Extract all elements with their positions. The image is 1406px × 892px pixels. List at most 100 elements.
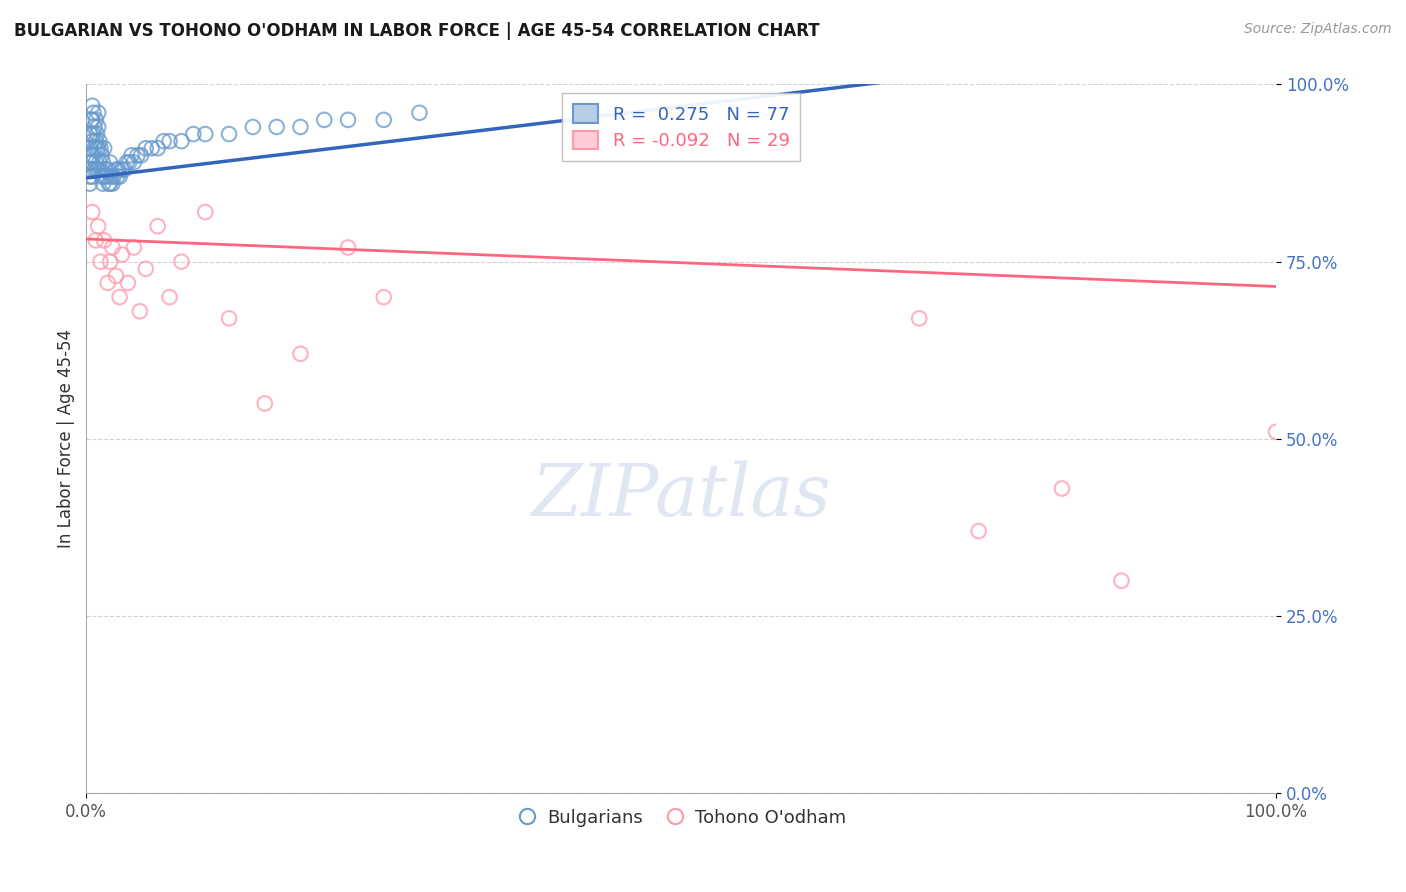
Point	[122, 155, 145, 169]
Point	[86, 162, 108, 177]
Point	[84, 234, 107, 248]
Point	[111, 162, 134, 177]
Point	[141, 141, 163, 155]
Point	[1265, 425, 1288, 439]
Point	[118, 155, 141, 169]
Text: ZIPatlas: ZIPatlas	[531, 460, 831, 531]
Point	[89, 155, 111, 169]
Point	[107, 162, 129, 177]
Point	[82, 169, 104, 184]
Point	[86, 127, 108, 141]
Point	[242, 120, 264, 134]
Point	[83, 141, 105, 155]
Point	[90, 148, 112, 162]
Point	[129, 148, 152, 162]
Point	[108, 169, 131, 184]
Point	[122, 240, 145, 254]
Point	[1050, 482, 1073, 496]
Point	[103, 169, 125, 184]
Point	[91, 155, 114, 169]
Point	[115, 155, 138, 169]
Point	[408, 105, 430, 120]
Point	[90, 169, 112, 184]
Point	[290, 347, 312, 361]
Point	[86, 141, 108, 155]
Point	[98, 254, 121, 268]
Point	[87, 105, 110, 120]
Point	[87, 219, 110, 234]
Point	[314, 112, 336, 127]
Point	[82, 105, 104, 120]
Point	[337, 240, 360, 254]
Point	[80, 112, 103, 127]
Point	[218, 311, 240, 326]
Point	[111, 247, 134, 261]
Point	[80, 148, 103, 162]
Point	[112, 162, 135, 177]
Point	[84, 134, 107, 148]
Point	[194, 127, 217, 141]
Point	[98, 155, 121, 169]
Point	[101, 240, 124, 254]
Point	[135, 261, 157, 276]
Point	[94, 162, 117, 177]
Point	[908, 311, 931, 326]
Point	[80, 127, 103, 141]
Point	[79, 155, 101, 169]
Point	[93, 234, 115, 248]
Point	[83, 120, 105, 134]
Point	[82, 205, 104, 219]
Point	[84, 112, 107, 127]
Point	[89, 134, 111, 148]
Point	[135, 141, 157, 155]
Point	[146, 141, 169, 155]
Legend: Bulgarians, Tohono O'odham: Bulgarians, Tohono O'odham	[509, 802, 853, 834]
Text: Source: ZipAtlas.com: Source: ZipAtlas.com	[1244, 22, 1392, 37]
Point	[79, 169, 101, 184]
Point	[82, 148, 104, 162]
Point	[967, 524, 990, 538]
Point	[146, 219, 169, 234]
Point	[1111, 574, 1133, 588]
Point	[159, 134, 181, 148]
Point	[127, 148, 149, 162]
Point	[253, 396, 276, 410]
Point	[121, 148, 143, 162]
Point	[87, 120, 110, 134]
Point	[84, 155, 107, 169]
Point	[82, 127, 104, 141]
Point	[337, 112, 360, 127]
Point	[79, 141, 101, 155]
Point	[218, 127, 240, 141]
Point	[80, 162, 103, 177]
Point	[170, 134, 193, 148]
Point	[159, 290, 181, 304]
Point	[170, 254, 193, 268]
Point	[290, 120, 312, 134]
Point	[97, 177, 120, 191]
Point	[194, 205, 217, 219]
Point	[87, 141, 110, 155]
Point	[117, 276, 139, 290]
Point	[373, 290, 395, 304]
Point	[83, 162, 105, 177]
Point	[97, 276, 120, 290]
Point	[93, 141, 115, 155]
Point	[82, 155, 104, 169]
Point	[79, 127, 101, 141]
Point	[79, 177, 101, 191]
Point	[87, 162, 110, 177]
Point	[96, 169, 118, 184]
Point	[101, 177, 124, 191]
Point	[90, 141, 112, 155]
Text: BULGARIAN VS TOHONO O'ODHAM IN LABOR FORCE | AGE 45-54 CORRELATION CHART: BULGARIAN VS TOHONO O'ODHAM IN LABOR FOR…	[14, 22, 820, 40]
Point	[108, 290, 131, 304]
Point	[100, 169, 122, 184]
Point	[97, 162, 120, 177]
Point	[105, 169, 128, 184]
Point	[183, 127, 205, 141]
Point	[82, 99, 104, 113]
Point	[82, 112, 104, 127]
Point	[82, 134, 104, 148]
Point	[91, 177, 114, 191]
